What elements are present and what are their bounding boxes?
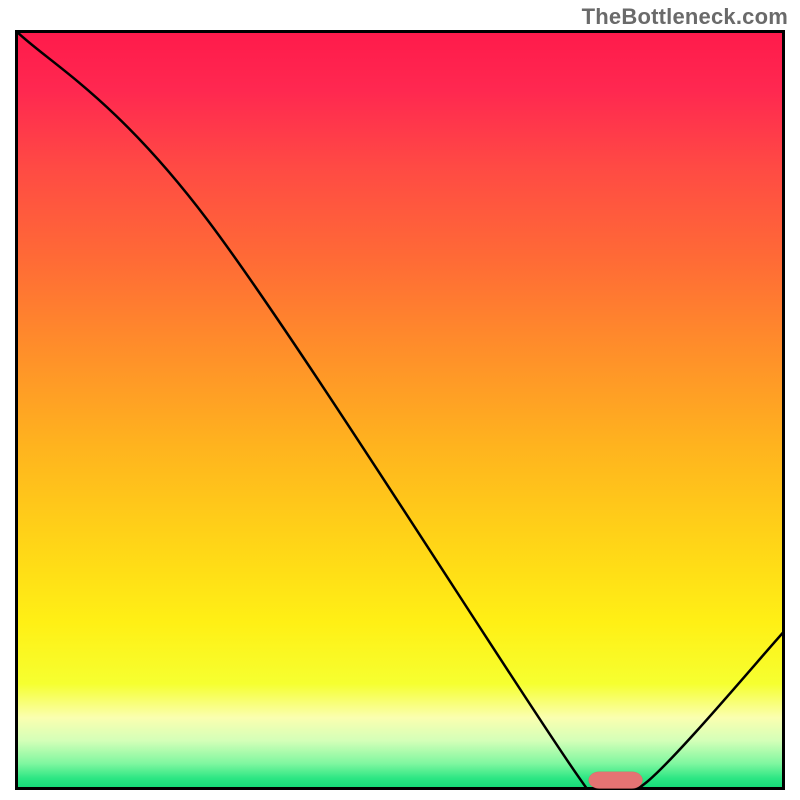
watermark-label: TheBottleneck.com <box>582 4 788 30</box>
chart-frame: TheBottleneck.com <box>0 0 800 800</box>
bottleneck-chart-svg <box>15 30 785 790</box>
gradient-background <box>15 30 785 790</box>
optimal-marker <box>589 772 643 789</box>
plot-area <box>15 30 785 790</box>
